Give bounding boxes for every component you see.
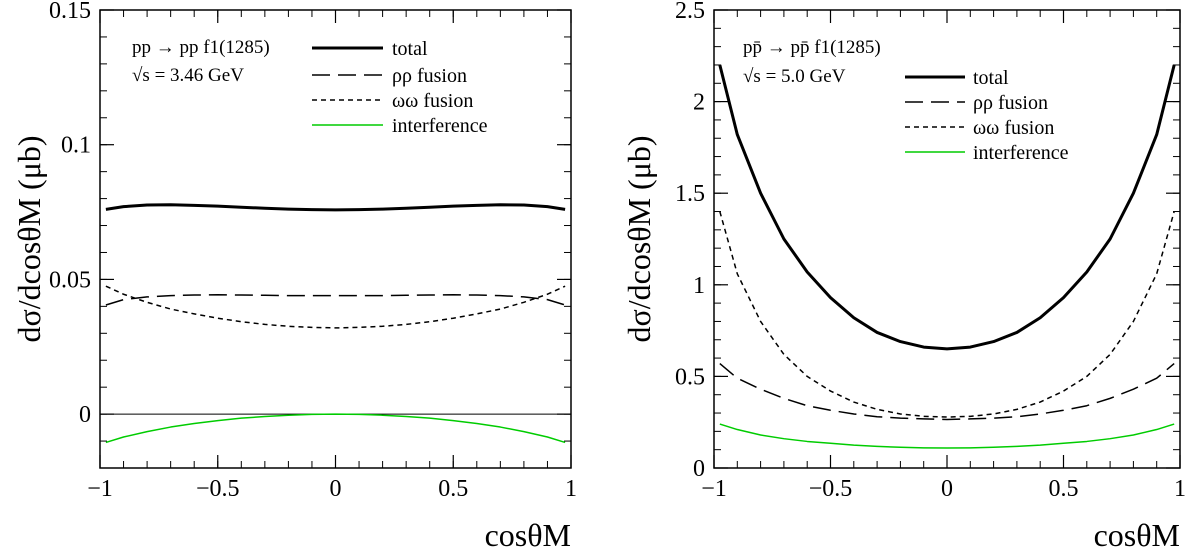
right-series-fusion-line (719, 211, 1175, 418)
right-legend-total: total (973, 67, 1009, 89)
right-y-tick-label: 2.5 (675, 0, 705, 24)
left-legend-omega: ωω fusion (392, 90, 473, 112)
left-process-label: pp → pp f1(1285) (132, 37, 270, 58)
left-x-tick-label: −0.5 (196, 476, 240, 502)
right-x-tick-label: −0.5 (809, 476, 853, 502)
left-x-axis-label: cosθM (485, 517, 571, 553)
right-panel: dσ/dcosθM (μb) cosθM pp̄ → pp̄ f1(1285) … (621, 0, 1186, 553)
right-y-tick-label: 0.5 (675, 364, 705, 390)
right-legend-rho: ρρ fusion (973, 92, 1048, 114)
right-y-tick-label: 2 (693, 90, 705, 116)
left-legend-rho: ρρ fusion (392, 65, 467, 87)
right-legend-interference: interference (973, 142, 1069, 164)
right-x-tick-label: 0 (941, 476, 953, 502)
right-energy-label: √s = 5.0 GeV (743, 66, 846, 87)
left-panel: dσ/dcosθM (μb) cosθM pp → pp f1(1285) √s… (11, 0, 577, 553)
left-y-tick-label: 0 (79, 402, 91, 428)
left-x-tick-label: 0 (330, 476, 342, 502)
right-y-tick-label: 0 (693, 456, 705, 482)
left-energy-label: √s = 3.46 GeV (132, 65, 244, 86)
right-y-tick-label: 1.5 (675, 181, 705, 207)
right-x-tick-label: −1 (701, 476, 727, 502)
left-series-total-line (105, 203, 566, 212)
right-x-axis-label: cosθM (1094, 517, 1180, 553)
right-series-interference-line (719, 423, 1175, 449)
left-y-tick-label: 0.05 (49, 267, 91, 293)
left-legend: total ρρ fusion ωω fusion interference (312, 38, 488, 137)
right-process-label: pp̄ → pp̄ f1(1285) (743, 37, 881, 58)
right-series-total-line (718, 64, 1176, 351)
right-legend: total ρρ fusion ωω fusion interference (905, 67, 1069, 164)
left-series-fusion-line (105, 294, 566, 306)
left-series-interference-line (105, 413, 566, 444)
left-legend-interference: interference (392, 115, 488, 137)
right-legend-omega: ωω fusion (973, 117, 1054, 139)
left-x-tick-label: 0.5 (438, 476, 468, 502)
right-series-fusion-line (719, 363, 1175, 421)
left-x-tick-label: 1 (565, 476, 577, 502)
left-series-fusion-line (105, 285, 566, 329)
left-y-tick-label: 0.15 (49, 0, 91, 24)
right-x-tick-label: 0.5 (1049, 476, 1079, 502)
right-y-axis-label: dσ/dcosθM (μb) (621, 135, 657, 342)
left-x-tick-label: −1 (87, 476, 113, 502)
right-x-tick-label: 1 (1174, 476, 1186, 502)
right-y-tick-label: 1 (693, 273, 705, 299)
left-y-tick-label: 0.1 (61, 133, 91, 159)
left-legend-total: total (392, 38, 428, 60)
left-y-axis-label: dσ/dcosθM (μb) (11, 135, 47, 342)
